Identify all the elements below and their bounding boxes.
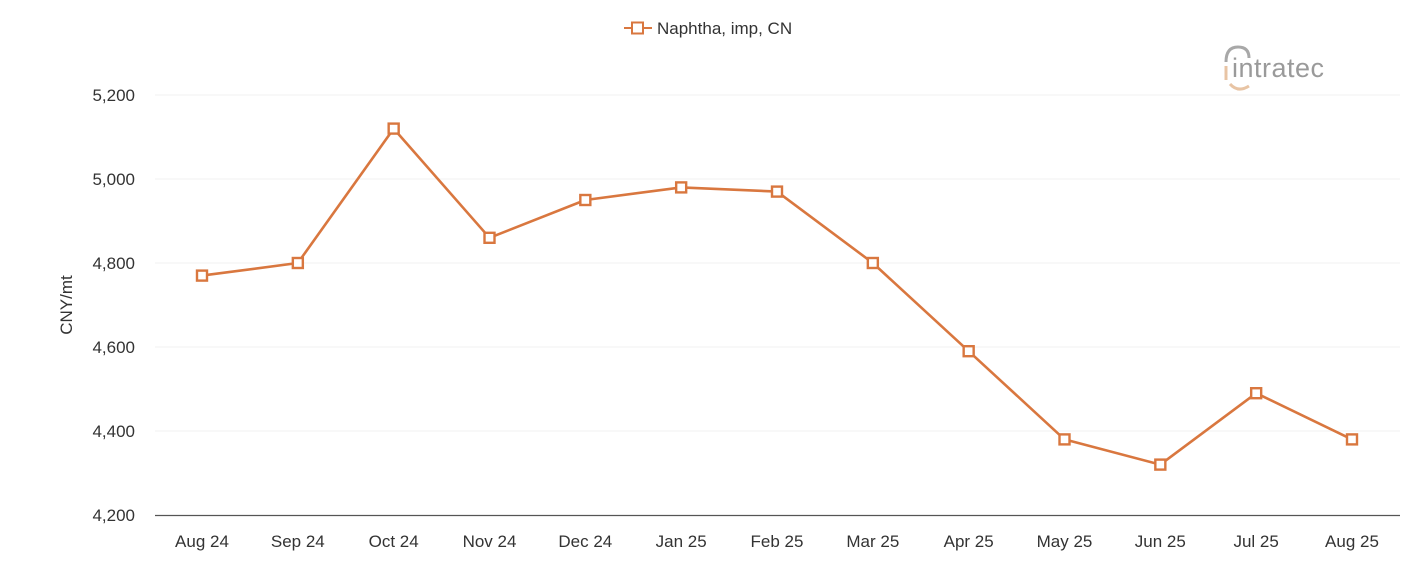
x-tick-label: Aug 24 — [175, 532, 229, 551]
x-tick-label: May 25 — [1037, 532, 1093, 551]
gridlines — [155, 94, 1400, 432]
data-point-marker[interactable] — [1249, 387, 1263, 400]
x-tick-label: Jun 25 — [1135, 532, 1186, 551]
y-axis: 4,200 4,400 4,600 4,800 5,000 5,200 — [92, 86, 135, 525]
y-tick-label: 4,600 — [92, 338, 135, 357]
x-tick-label: Aug 25 — [1325, 532, 1379, 551]
x-tick-label: Apr 25 — [944, 532, 994, 551]
legend-marker-icon — [624, 21, 652, 35]
x-tick-label: Nov 24 — [463, 532, 517, 551]
x-tick-label: Feb 25 — [751, 532, 804, 551]
y-tick-label: 5,000 — [92, 170, 135, 189]
data-point-marker[interactable] — [291, 256, 305, 270]
data-point-marker[interactable] — [770, 185, 784, 198]
data-point-marker[interactable] — [962, 345, 975, 358]
data-point-marker[interactable] — [1154, 458, 1167, 471]
data-point-marker[interactable] — [674, 181, 688, 194]
intratec-logo: intratec — [1224, 45, 1325, 91]
x-tick-label: Jan 25 — [656, 532, 707, 551]
x-tick-label: Mar 25 — [846, 532, 899, 551]
data-point-marker[interactable] — [195, 269, 209, 282]
x-tick-label: Sep 24 — [271, 532, 325, 551]
y-tick-label: 4,200 — [92, 506, 135, 525]
y-tick-label: 4,800 — [92, 254, 135, 273]
logo-text: intratec — [1232, 53, 1325, 83]
x-tick-label: Oct 24 — [369, 532, 419, 551]
data-point-marker[interactable] — [866, 256, 880, 270]
data-series — [195, 122, 1359, 471]
legend-label: Naphtha, imp, CN — [657, 19, 792, 38]
y-axis-title: CNY/mt — [57, 275, 76, 335]
logo-mark-icon — [1224, 45, 1251, 91]
data-point-marker[interactable] — [1058, 433, 1071, 446]
y-tick-label: 5,200 — [92, 86, 135, 105]
data-point-marker[interactable] — [579, 193, 592, 207]
x-axis: Aug 24 Sep 24 Oct 24 Nov 24 Dec 24 Jan 25 Feb … — [155, 514, 1400, 551]
x-tick-label: Jul 25 — [1233, 532, 1278, 551]
legend[interactable]: Naphtha, imp, CN — [624, 19, 792, 38]
y-tick-label: 4,400 — [92, 422, 135, 441]
data-point-marker[interactable] — [1345, 433, 1359, 446]
data-point-marker[interactable] — [483, 231, 496, 245]
x-tick-label: Dec 24 — [558, 532, 612, 551]
data-point-marker[interactable] — [387, 122, 400, 135]
